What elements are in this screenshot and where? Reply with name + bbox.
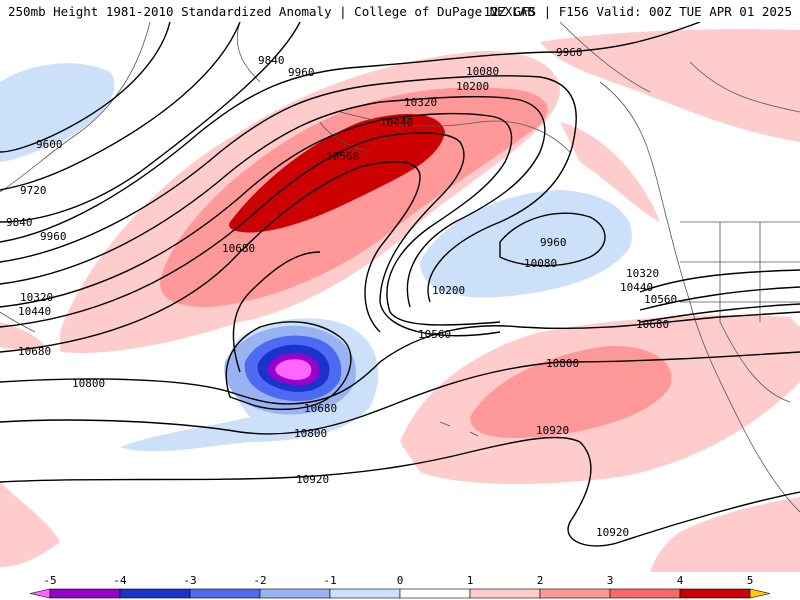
height-contours (0, 22, 800, 547)
colorbar-segment (469, 588, 541, 599)
colorbar-segment (189, 588, 261, 599)
colorbar-arrow-right (749, 588, 771, 599)
colorbar-segment (119, 588, 191, 599)
header-title: 250mb Height 1981-2010 Standardized Anom… (8, 4, 535, 19)
contour-label: 10560 (644, 293, 677, 306)
contour-label: 10080 (466, 65, 499, 78)
positive-anomaly-shading (0, 29, 800, 572)
colorbar-tick-label: -2 (253, 574, 266, 587)
contour-label: 9960 (556, 46, 583, 59)
contour-label: 10080 (524, 257, 557, 270)
colorbar-tick-label: -4 (113, 574, 127, 587)
contour-label: 10200 (456, 80, 489, 93)
contour-label: 10680 (222, 242, 255, 255)
map-header: 250mb Height 1981-2010 Standardized Anom… (0, 0, 800, 22)
contour-label: 9840 (6, 216, 33, 229)
colorbar-segment (609, 588, 681, 599)
contour-label: 10920 (536, 424, 569, 437)
contour-label: 10680 (18, 345, 51, 358)
contour-label: 10680 (304, 402, 337, 415)
contour-label: 10800 (546, 357, 579, 370)
contour-label: 10800 (72, 377, 105, 390)
colorbar-tick-label: 4 (677, 574, 684, 587)
contour-label: 10680 (636, 318, 669, 331)
contour-label: 10920 (296, 473, 329, 486)
colorbar-segment (539, 588, 611, 599)
colorbar-segment (49, 588, 121, 599)
negative-anomaly-shading (0, 63, 632, 452)
anomaly-map: 9840 9960 10080 10200 10320 10440 10560 … (0, 22, 800, 572)
colorbar-tick-label: 3 (607, 574, 614, 587)
colorbar-tick-label: 1 (467, 574, 474, 587)
coastlines (0, 22, 800, 513)
colorbar-tick-label: -5 (43, 574, 56, 587)
colorbar-tick-label: 5 (747, 574, 754, 587)
contour-label: 9600 (36, 138, 63, 151)
colorbar-segment (329, 588, 401, 599)
contour-labels: 9840 9960 10080 10200 10320 10440 10560 … (6, 46, 677, 539)
colorbar-tick-label: 2 (537, 574, 544, 587)
colorbar-ticks: -5 -4 -3 -2 -1 0 1 2 3 4 5 (43, 574, 753, 587)
contour-label: 9960 (288, 66, 315, 79)
contour-label: 9840 (258, 54, 285, 67)
colorbar (29, 588, 771, 599)
contour-label: 10200 (432, 284, 465, 297)
colorbar-tick-label: 0 (397, 574, 404, 587)
contour-label: 9960 (540, 236, 567, 249)
contour-label: 10560 (418, 328, 451, 341)
contour-label: 10560 (326, 150, 359, 163)
contour-label: 10800 (294, 427, 327, 440)
contour-label: 10320 (626, 267, 659, 280)
colorbar-arrow-left (29, 588, 51, 599)
contour-label: 10440 (380, 116, 413, 129)
contour-label: 10320 (404, 96, 437, 109)
colorbar-segment (259, 588, 331, 599)
contour-label: 9960 (40, 230, 67, 243)
contour-label: 10440 (18, 305, 51, 318)
colorbar-tick-label: -1 (323, 574, 336, 587)
colorbar-tick-label: -3 (183, 574, 196, 587)
contour-label: 10320 (20, 291, 53, 304)
colorbar-segment (679, 588, 751, 599)
colorbar-legend: -5 -4 -3 -2 -1 0 1 2 3 4 5 (29, 574, 771, 599)
colorbar-segment (399, 588, 471, 599)
header-valid-time: 12Z GFS | F156 Valid: 00Z TUE APR 01 202… (483, 4, 792, 19)
contour-label: 10920 (596, 526, 629, 539)
contour-label: 10440 (620, 281, 653, 294)
contour-label: 9720 (20, 184, 47, 197)
